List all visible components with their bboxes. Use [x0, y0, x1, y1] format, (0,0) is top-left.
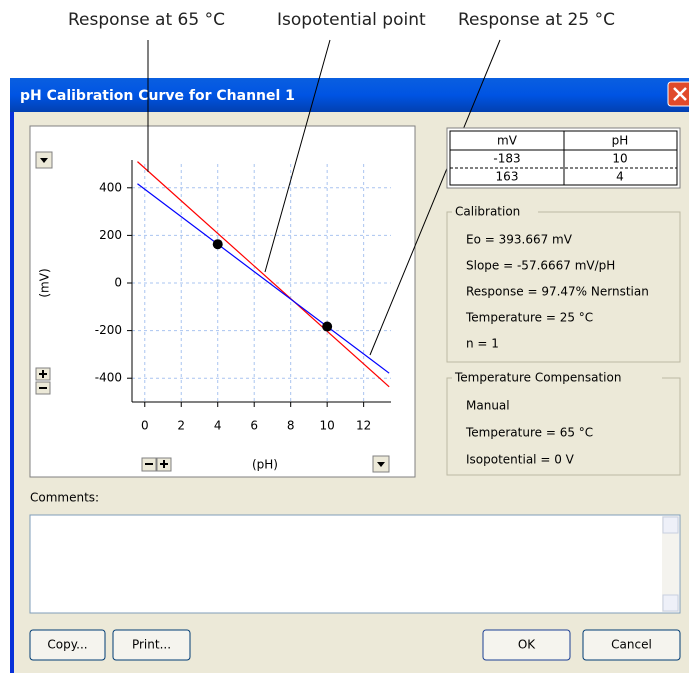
buttons: Copy... Print... OK Cancel — [29, 629, 681, 661]
x-tick-label: 6 — [250, 419, 258, 433]
calibration-line: Temperature = 25 °C — [465, 311, 593, 325]
compensation-line: Isopotential = 0 V — [466, 453, 575, 467]
y-tick-label: 400 — [99, 180, 122, 194]
button-label: Cancel — [611, 638, 652, 652]
title-bar — [10, 78, 689, 112]
calibration-line: Response = 97.47% Nernstian — [466, 285, 649, 299]
table-header: mV — [497, 134, 518, 148]
arrow-icon — [377, 462, 385, 467]
x-tick-label: 12 — [356, 419, 371, 433]
annotation: Response at 65 °C — [68, 10, 225, 30]
chart-panel — [29, 125, 416, 478]
compensation-line: Temperature = 65 °C — [465, 426, 593, 440]
x-tick-label: 10 — [320, 419, 335, 433]
comments-box[interactable] — [29, 514, 681, 614]
scroll-down[interactable] — [662, 594, 679, 612]
y-tick-label: 0 — [114, 276, 122, 290]
x-tick-label: 0 — [141, 419, 149, 433]
x-tick-label: 4 — [214, 419, 222, 433]
plus-icon — [39, 370, 47, 378]
scroll-up[interactable] — [662, 516, 679, 534]
group-box — [446, 211, 681, 363]
y-tick-label: 200 — [99, 228, 122, 242]
group-title: Temperature Compensation — [454, 371, 621, 385]
table-header: pH — [612, 134, 629, 148]
arrow-icon — [40, 158, 48, 163]
x-tick-label: 2 — [177, 419, 185, 433]
table-rule — [450, 131, 677, 185]
table-cell: 4 — [616, 170, 624, 184]
y-axis-label: (mV) — [38, 268, 52, 297]
series-line — [137, 161, 390, 388]
calibration-line: Eo = 393.667 mV — [466, 233, 573, 247]
button[interactable] — [29, 629, 106, 661]
window-title: pH Calibration Curve for Channel 1 — [20, 88, 295, 104]
calibration-line: n = 1 — [466, 337, 499, 351]
calibration-point — [322, 321, 333, 332]
y-tick-label: -400 — [95, 371, 122, 385]
series-line — [137, 183, 390, 374]
table-cell: -183 — [493, 152, 520, 166]
plot: 0 2 4 6 8 10 12 -400 -200 0 200 400 (pH) (mV) — [38, 160, 391, 472]
annotation: Response at 25 °C — [458, 10, 615, 30]
group-texts: Eo = 393.667 mV Slope = -57.6667 mV/pH Res… — [465, 233, 649, 467]
button-label: Print... — [132, 638, 171, 652]
plus-icon — [160, 460, 168, 468]
callout-line — [147, 39, 501, 356]
compensation-line: Manual — [466, 399, 510, 413]
calibration-line: Slope = -57.6667 mV/pH — [466, 259, 615, 273]
close-icon — [673, 87, 687, 101]
calibration-point — [212, 239, 223, 250]
button[interactable] — [112, 629, 191, 661]
button-label: OK — [518, 638, 536, 652]
group-label-bg — [452, 204, 538, 220]
table-cell: 163 — [496, 170, 519, 184]
annotation: Isopotential point — [277, 10, 426, 30]
x-tick-label: 8 — [287, 419, 295, 433]
y-tick-label: -200 — [95, 323, 122, 337]
x-axis-label: (pH) — [252, 458, 278, 472]
button-label: Copy... — [47, 638, 87, 652]
button[interactable] — [582, 629, 681, 661]
group-label-bg — [452, 370, 662, 386]
scrollbar — [662, 516, 679, 612]
table-cell: 10 — [612, 152, 627, 166]
comments-label: Comments: — [30, 491, 99, 505]
button[interactable] — [482, 629, 571, 661]
group-title: Calibration — [455, 205, 520, 219]
